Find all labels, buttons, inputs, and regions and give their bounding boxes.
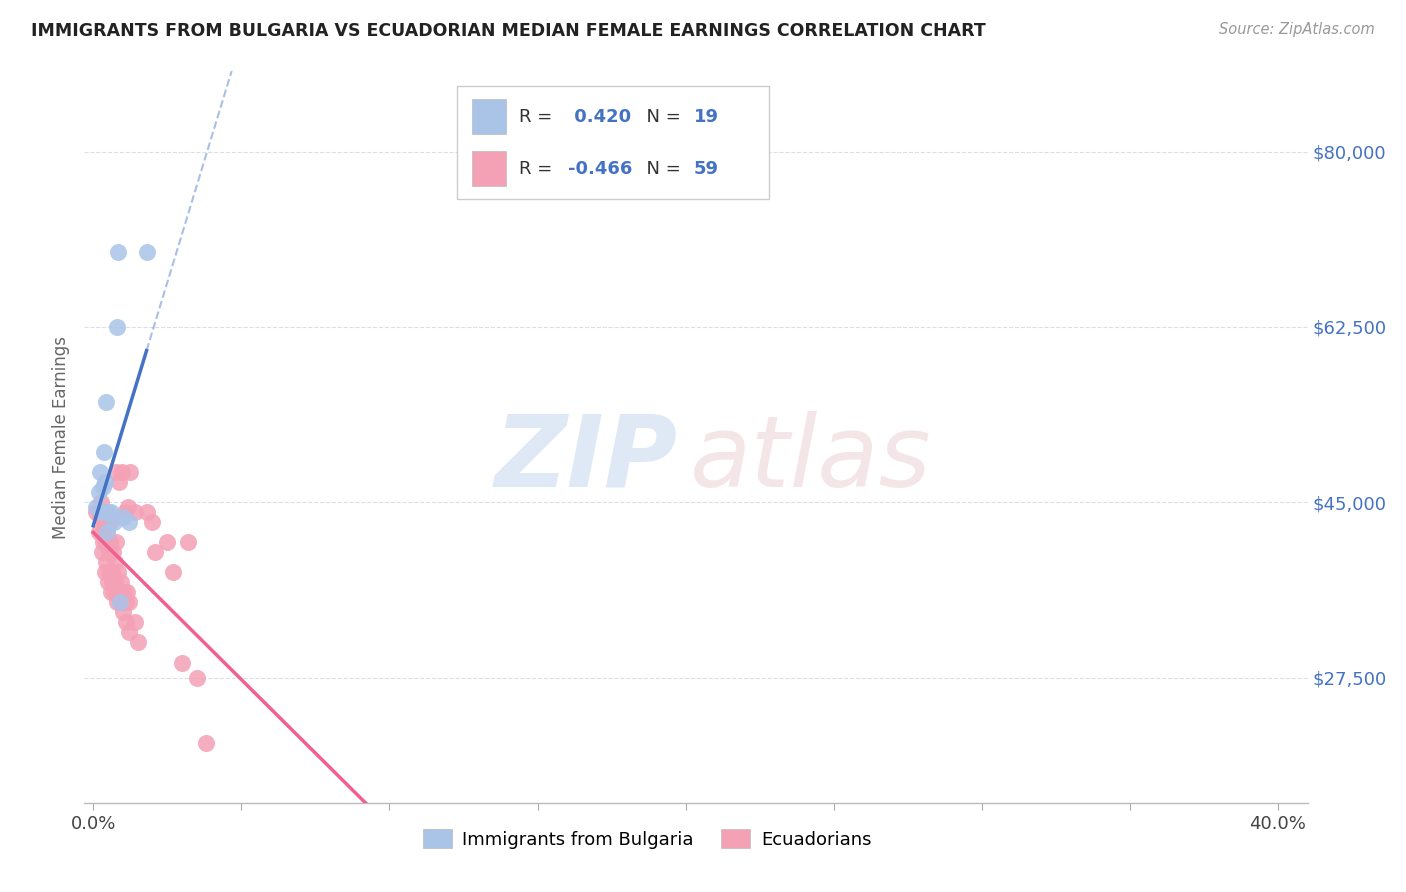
Point xyxy=(172,656,194,670)
Point xyxy=(91,505,114,519)
Point xyxy=(89,510,111,524)
Point xyxy=(84,500,107,515)
Point xyxy=(111,510,134,524)
Point xyxy=(104,535,127,549)
Point xyxy=(107,475,129,490)
Point xyxy=(186,671,208,685)
Text: 59: 59 xyxy=(693,160,718,178)
Text: IMMIGRANTS FROM BULGARIA VS ECUADORIAN MEDIAN FEMALE EARNINGS CORRELATION CHART: IMMIGRANTS FROM BULGARIA VS ECUADORIAN M… xyxy=(31,22,986,40)
Point xyxy=(101,566,124,580)
Point xyxy=(124,615,146,630)
Y-axis label: Median Female Earnings: Median Female Earnings xyxy=(52,335,70,539)
Point xyxy=(118,625,141,640)
Point xyxy=(108,595,131,609)
Point xyxy=(100,515,122,529)
Point xyxy=(141,515,163,529)
Point xyxy=(91,525,114,540)
Point xyxy=(105,465,128,479)
Point xyxy=(87,485,110,500)
Point xyxy=(96,525,118,540)
FancyBboxPatch shape xyxy=(472,151,506,186)
Point xyxy=(93,505,115,519)
Point xyxy=(115,595,138,609)
Text: 0.420: 0.420 xyxy=(568,108,631,126)
Point xyxy=(114,505,136,519)
Point xyxy=(108,595,131,609)
Point xyxy=(93,515,115,529)
Point xyxy=(98,545,121,559)
Point xyxy=(107,585,129,599)
Point xyxy=(107,244,129,259)
Point xyxy=(118,465,141,479)
Point xyxy=(194,736,217,750)
Point xyxy=(93,505,115,519)
Point xyxy=(94,566,117,580)
Point xyxy=(91,545,114,559)
Point xyxy=(110,575,132,590)
Point xyxy=(98,535,121,549)
Point xyxy=(89,525,111,540)
Point xyxy=(91,480,114,494)
Point xyxy=(100,585,122,599)
Point xyxy=(111,465,134,479)
Text: 19: 19 xyxy=(693,108,718,126)
Point xyxy=(103,575,125,590)
Text: N =: N = xyxy=(636,160,686,178)
Text: R =: R = xyxy=(519,108,558,126)
Point xyxy=(118,595,141,609)
Point xyxy=(111,606,134,620)
Point xyxy=(96,525,118,540)
Point xyxy=(105,595,128,609)
Text: -0.466: -0.466 xyxy=(568,160,631,178)
Point xyxy=(105,319,128,334)
Point xyxy=(117,500,139,515)
Point xyxy=(112,585,135,599)
Point xyxy=(114,615,136,630)
Text: atlas: atlas xyxy=(690,410,932,508)
Point xyxy=(91,535,114,549)
Point xyxy=(107,566,129,580)
Point xyxy=(135,505,157,519)
Point xyxy=(93,445,115,459)
Point xyxy=(118,515,141,529)
Point xyxy=(90,495,112,509)
Point xyxy=(124,505,146,519)
Point xyxy=(104,555,127,569)
Point xyxy=(100,575,122,590)
Point xyxy=(97,505,120,519)
Point xyxy=(110,585,132,599)
Point xyxy=(100,505,122,519)
Point xyxy=(96,535,118,549)
Text: N =: N = xyxy=(636,108,686,126)
Point xyxy=(127,635,149,649)
Point xyxy=(94,475,117,490)
Text: Source: ZipAtlas.com: Source: ZipAtlas.com xyxy=(1219,22,1375,37)
Point xyxy=(97,566,120,580)
Point xyxy=(96,515,118,529)
FancyBboxPatch shape xyxy=(457,86,769,200)
Text: R =: R = xyxy=(519,160,558,178)
Point xyxy=(156,535,179,549)
Point xyxy=(103,585,125,599)
Point xyxy=(101,545,124,559)
FancyBboxPatch shape xyxy=(472,99,506,135)
Point xyxy=(94,395,117,409)
Point xyxy=(97,575,120,590)
Point xyxy=(115,585,138,599)
Text: ZIP: ZIP xyxy=(495,410,678,508)
Point xyxy=(177,535,200,549)
Point xyxy=(84,505,107,519)
Point xyxy=(162,566,184,580)
Point xyxy=(112,595,135,609)
Point xyxy=(94,555,117,569)
Point xyxy=(145,545,167,559)
Point xyxy=(89,465,111,479)
Legend: Immigrants from Bulgaria, Ecuadorians: Immigrants from Bulgaria, Ecuadorians xyxy=(416,822,879,856)
Point xyxy=(103,515,125,529)
Point xyxy=(135,244,157,259)
